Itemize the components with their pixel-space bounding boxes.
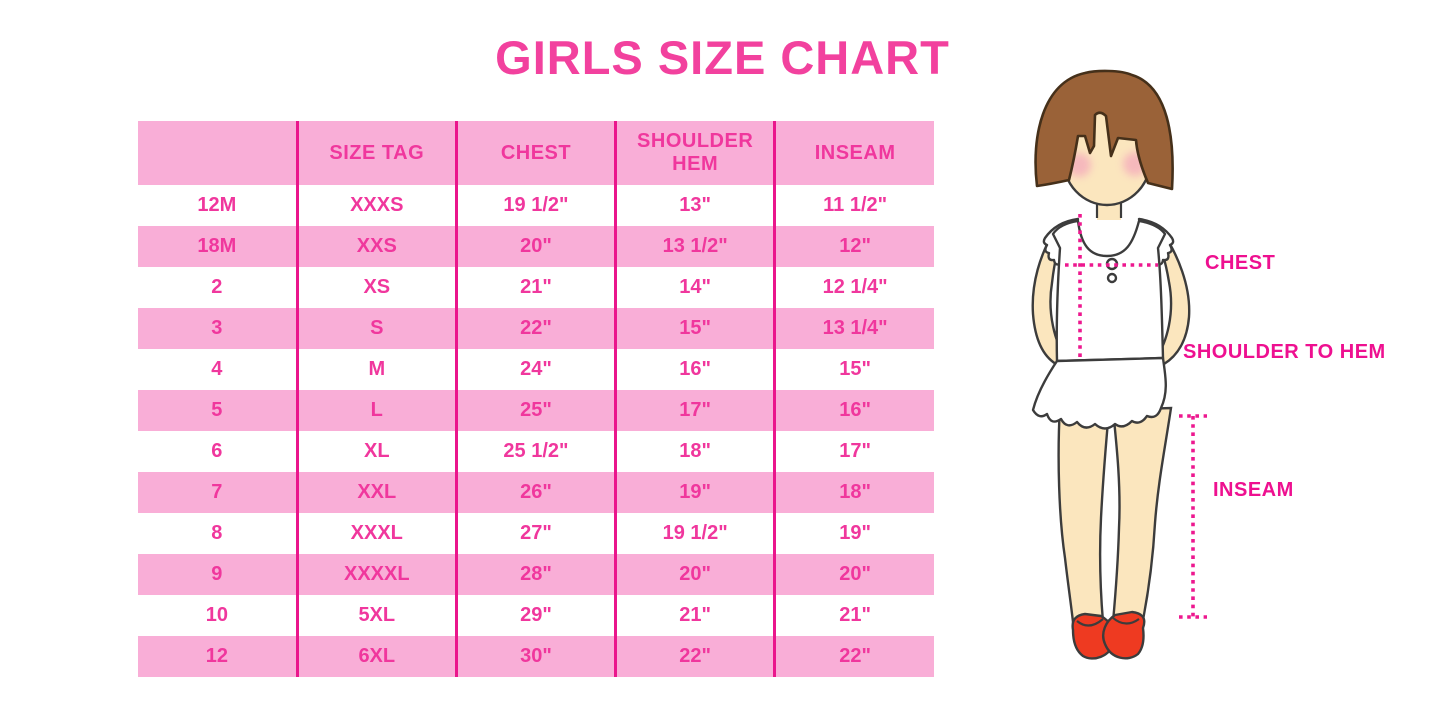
shoulder-to-hem-label: SHOULDER TO HEM [1183, 341, 1386, 363]
table-cell: 3 [211, 317, 223, 339]
table-cell: 19 1/2" [614, 513, 775, 554]
table-cell: 20" [454, 226, 616, 267]
table-row: 2 XS 21" 14" 12 1/4" [138, 267, 934, 308]
girl-skirt [1031, 356, 1167, 430]
table-cell: 15" [614, 308, 775, 349]
girl-hair [1034, 69, 1174, 191]
table-cell: XS [295, 267, 457, 308]
table-cell: 6XL [295, 636, 457, 677]
girl-left-leg [1057, 404, 1111, 624]
table-cell: 4 [211, 358, 223, 380]
table-cell: 22" [454, 308, 616, 349]
table-row: 4 M 24" 16" 15" [138, 349, 934, 390]
table-row: 7 XXL 26" 19" 18" [138, 472, 934, 513]
table-cell: XXXS [295, 185, 457, 226]
table-cell: 19 1/2" [454, 185, 616, 226]
table-cell: 30" [454, 636, 616, 677]
table-cell: 13" [614, 185, 775, 226]
table-cell: 15" [773, 349, 934, 390]
table-cell: 19" [614, 472, 775, 513]
table-cell: 21" [614, 595, 775, 636]
table-row: 12M XXXS 19 1/2" 13" 11 1/2" [138, 185, 934, 226]
table-row: 18M XXS 20" 13 1/2" 12" [138, 226, 934, 267]
girl-right-leg [1111, 406, 1173, 624]
table-cell: 7 [211, 481, 223, 503]
table-cell: 12" [773, 226, 934, 267]
table-row: 5 L 25" 17" 16" [138, 390, 934, 431]
table-cell: 18M [197, 235, 237, 257]
table-cell: XXXL [295, 513, 457, 554]
table-cell: 9 [211, 563, 223, 585]
header-cell-blank [138, 121, 297, 185]
table-cell: XL [295, 431, 457, 472]
size-table-header: SIZE TAG CHEST SHOULDER HEM INSEAM [138, 121, 934, 185]
table-cell: 8 [211, 522, 223, 544]
girl-top-button-2 [1106, 272, 1118, 284]
table-cell: 2 [211, 276, 223, 298]
page-title: GIRLS SIZE CHART [495, 31, 950, 84]
table-cell: M [295, 349, 457, 390]
table-row: 9 XXXXL 28" 20" 20" [138, 554, 934, 595]
table-cell: 11 1/2" [773, 185, 934, 226]
header-cell-size-tag: SIZE TAG [295, 121, 457, 185]
table-cell: S [295, 308, 457, 349]
table-cell: 21" [454, 267, 616, 308]
header-cell-shoulder-hem: SHOULDER HEM [614, 121, 775, 185]
table-cell: 25" [454, 390, 616, 431]
table-row: 12 6XL 30" 22" 22" [138, 636, 934, 677]
table-row: 8 XXXL 27" 19 1/2" 19" [138, 513, 934, 554]
table-cell: 10 [205, 604, 228, 626]
girl-top [1051, 219, 1167, 363]
table-cell: 6 [211, 440, 223, 462]
table-cell: 28" [454, 554, 616, 595]
table-cell: 5 [211, 399, 223, 421]
table-cell: 14" [614, 267, 775, 308]
table-cell: 16" [614, 349, 775, 390]
table-cell: 12 1/4" [773, 267, 934, 308]
table-cell: 17" [773, 431, 934, 472]
size-table-body: 12M XXXS 19 1/2" 13" 11 1/2" 18M XXS 20" 13 1/2"… [138, 185, 934, 677]
header-cell-chest: CHEST [454, 121, 616, 185]
header-row: SIZE TAG CHEST SHOULDER HEM INSEAM [138, 121, 934, 185]
table-cell: 20" [773, 554, 934, 595]
girl-right-shoe [1101, 610, 1146, 660]
table-cell: 25 1/2" [454, 431, 616, 472]
header-cell-inseam: INSEAM [773, 121, 934, 185]
table-cell: 21" [773, 595, 934, 636]
table-cell: XXL [295, 472, 457, 513]
table-cell: 29" [454, 595, 616, 636]
table-cell: 12 [205, 645, 228, 667]
table-row: 10 5XL 29" 21" 21" [138, 595, 934, 636]
table-cell: 18" [773, 472, 934, 513]
inseam-label: INSEAM [1213, 479, 1294, 501]
table-row: 6 XL 25 1/2" 18" 17" [138, 431, 934, 472]
table-cell: 17" [614, 390, 775, 431]
table-cell: 12M [197, 194, 237, 216]
table-cell: 19" [773, 513, 934, 554]
table-cell: 20" [614, 554, 775, 595]
table-cell: L [295, 390, 457, 431]
table-cell: XXS [295, 226, 457, 267]
table-cell: 22" [773, 636, 934, 677]
girl-right-shoe-strap [1111, 616, 1140, 625]
table-cell: XXXXL [295, 554, 457, 595]
table-cell: 18" [614, 431, 775, 472]
table-row: 3 S 22" 15" 13 1/4" [138, 308, 934, 349]
girl-left-shoe-strap [1076, 618, 1104, 627]
table-cell: 26" [454, 472, 616, 513]
table-cell: 16" [773, 390, 934, 431]
size-table: SIZE TAG CHEST SHOULDER HEM INSEAM 12M XX… [138, 121, 934, 677]
chest-label: CHEST [1205, 252, 1276, 274]
table-cell: 24" [454, 349, 616, 390]
table-cell: 27" [454, 513, 616, 554]
girl-illustration [985, 58, 1225, 678]
table-cell: 13 1/4" [773, 308, 934, 349]
table-cell: 22" [614, 636, 775, 677]
table-cell: 5XL [295, 595, 457, 636]
table-cell: 13 1/2" [614, 226, 775, 267]
